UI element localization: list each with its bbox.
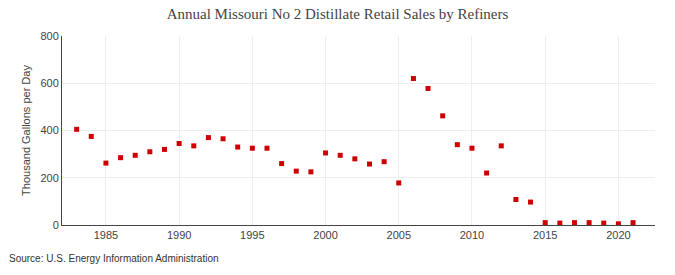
svg-text:600: 600 (40, 77, 58, 89)
svg-text:400: 400 (40, 124, 58, 136)
svg-text:800: 800 (40, 30, 58, 42)
svg-text:1990: 1990 (167, 229, 191, 241)
svg-text:0: 0 (53, 219, 59, 231)
svg-text:1985: 1985 (94, 229, 118, 241)
svg-text:Thousand Gallons per Day: Thousand Gallons per Day (20, 65, 32, 196)
svg-text:2000: 2000 (313, 229, 337, 241)
svg-text:Source: U.S. Energy Informatio: Source: U.S. Energy Information Administ… (9, 253, 219, 264)
svg-text:2010: 2010 (460, 229, 484, 241)
svg-text:200: 200 (40, 172, 58, 184)
svg-text:2020: 2020 (606, 229, 630, 241)
svg-text:2005: 2005 (387, 229, 411, 241)
svg-text:1995: 1995 (240, 229, 264, 241)
svg-text:2015: 2015 (533, 229, 557, 241)
svg-text:Annual Missouri No 2 Distillat: Annual Missouri No 2 Distillate Retail S… (167, 6, 509, 22)
